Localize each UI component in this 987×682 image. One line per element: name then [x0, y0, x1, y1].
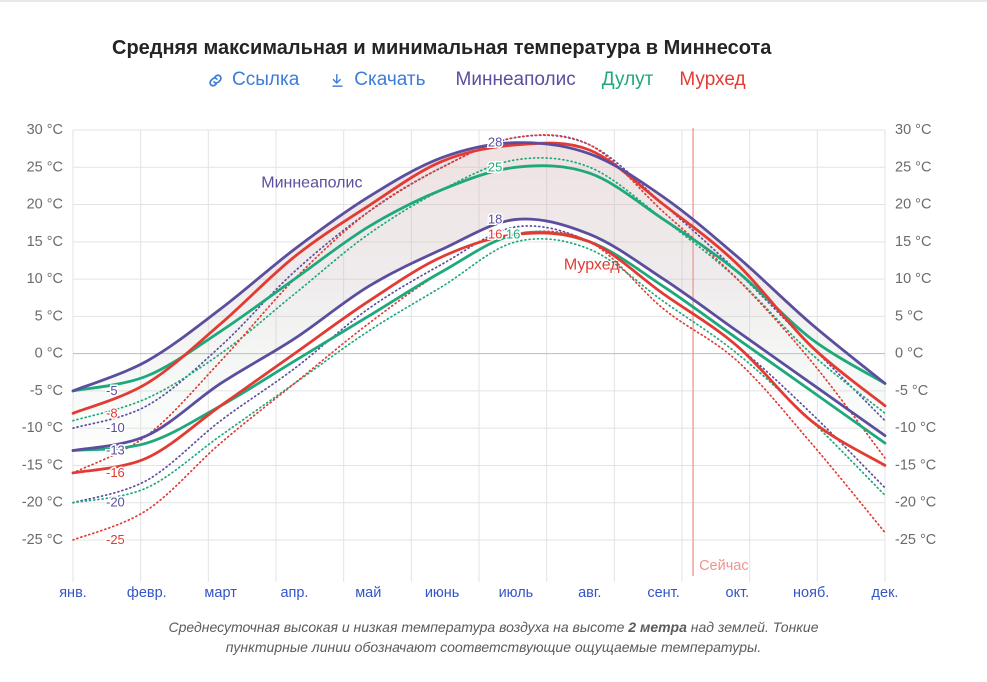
svg-text:-25 °C: -25 °C — [895, 532, 936, 548]
svg-text:-10 °C: -10 °C — [22, 420, 63, 436]
svg-text:Миннеаполис: Миннеаполис — [261, 174, 362, 191]
svg-text:-20 °C: -20 °C — [895, 495, 936, 511]
svg-text:20 °C: 20 °C — [27, 197, 63, 213]
svg-text:5 °C: 5 °C — [35, 308, 63, 324]
svg-text:-15 °C: -15 °C — [22, 457, 63, 473]
svg-text:май: май — [355, 585, 381, 601]
svg-text:0 °C: 0 °C — [35, 346, 63, 362]
svg-text:-20: -20 — [106, 495, 125, 510]
svg-text:апр.: апр. — [280, 585, 308, 601]
svg-text:18: 18 — [488, 211, 502, 226]
svg-text:июнь: июнь — [425, 585, 460, 601]
svg-text:нояб.: нояб. — [793, 585, 829, 601]
svg-text:-8: -8 — [106, 405, 118, 420]
svg-text:-20 °C: -20 °C — [22, 495, 63, 511]
svg-text:15 °C: 15 °C — [895, 234, 931, 250]
svg-text:30 °C: 30 °C — [27, 122, 63, 138]
svg-text:5 °C: 5 °C — [895, 308, 923, 324]
svg-text:-25 °C: -25 °C — [22, 532, 63, 548]
svg-text:март: март — [204, 585, 237, 601]
svg-text:Мурхед: Мурхед — [564, 256, 620, 273]
svg-text:авг.: авг. — [578, 585, 601, 601]
svg-text:-10: -10 — [106, 420, 125, 435]
svg-text:-15 °C: -15 °C — [895, 457, 936, 473]
svg-text:10 °C: 10 °C — [27, 271, 63, 287]
svg-text:дек.: дек. — [872, 585, 899, 601]
svg-text:25: 25 — [488, 159, 502, 174]
svg-text:10 °C: 10 °C — [895, 271, 931, 287]
svg-text:Сейчас: Сейчас — [699, 558, 749, 574]
svg-text:16: 16 — [488, 226, 502, 241]
svg-text:-10 °C: -10 °C — [895, 420, 936, 436]
svg-text:25 °C: 25 °C — [895, 159, 931, 175]
svg-text:янв.: янв. — [59, 585, 87, 601]
svg-text:28: 28 — [488, 135, 502, 150]
svg-text:30 °C: 30 °C — [895, 122, 931, 138]
svg-text:16: 16 — [506, 226, 520, 241]
svg-text:-16: -16 — [106, 465, 125, 480]
svg-text:-5 °C: -5 °C — [30, 383, 63, 399]
svg-text:июль: июль — [499, 585, 534, 601]
svg-text:25 °C: 25 °C — [27, 159, 63, 175]
svg-text:сент.: сент. — [647, 585, 679, 601]
svg-text:-5 °C: -5 °C — [895, 383, 928, 399]
svg-text:-25: -25 — [106, 532, 125, 547]
svg-text:0 °C: 0 °C — [895, 346, 923, 362]
svg-text:-13: -13 — [106, 443, 125, 458]
svg-text:февр.: февр. — [127, 585, 167, 601]
svg-text:20 °C: 20 °C — [895, 197, 931, 213]
svg-text:-5: -5 — [106, 383, 118, 398]
svg-text:15 °C: 15 °C — [27, 234, 63, 250]
svg-text:окт.: окт. — [726, 585, 750, 601]
